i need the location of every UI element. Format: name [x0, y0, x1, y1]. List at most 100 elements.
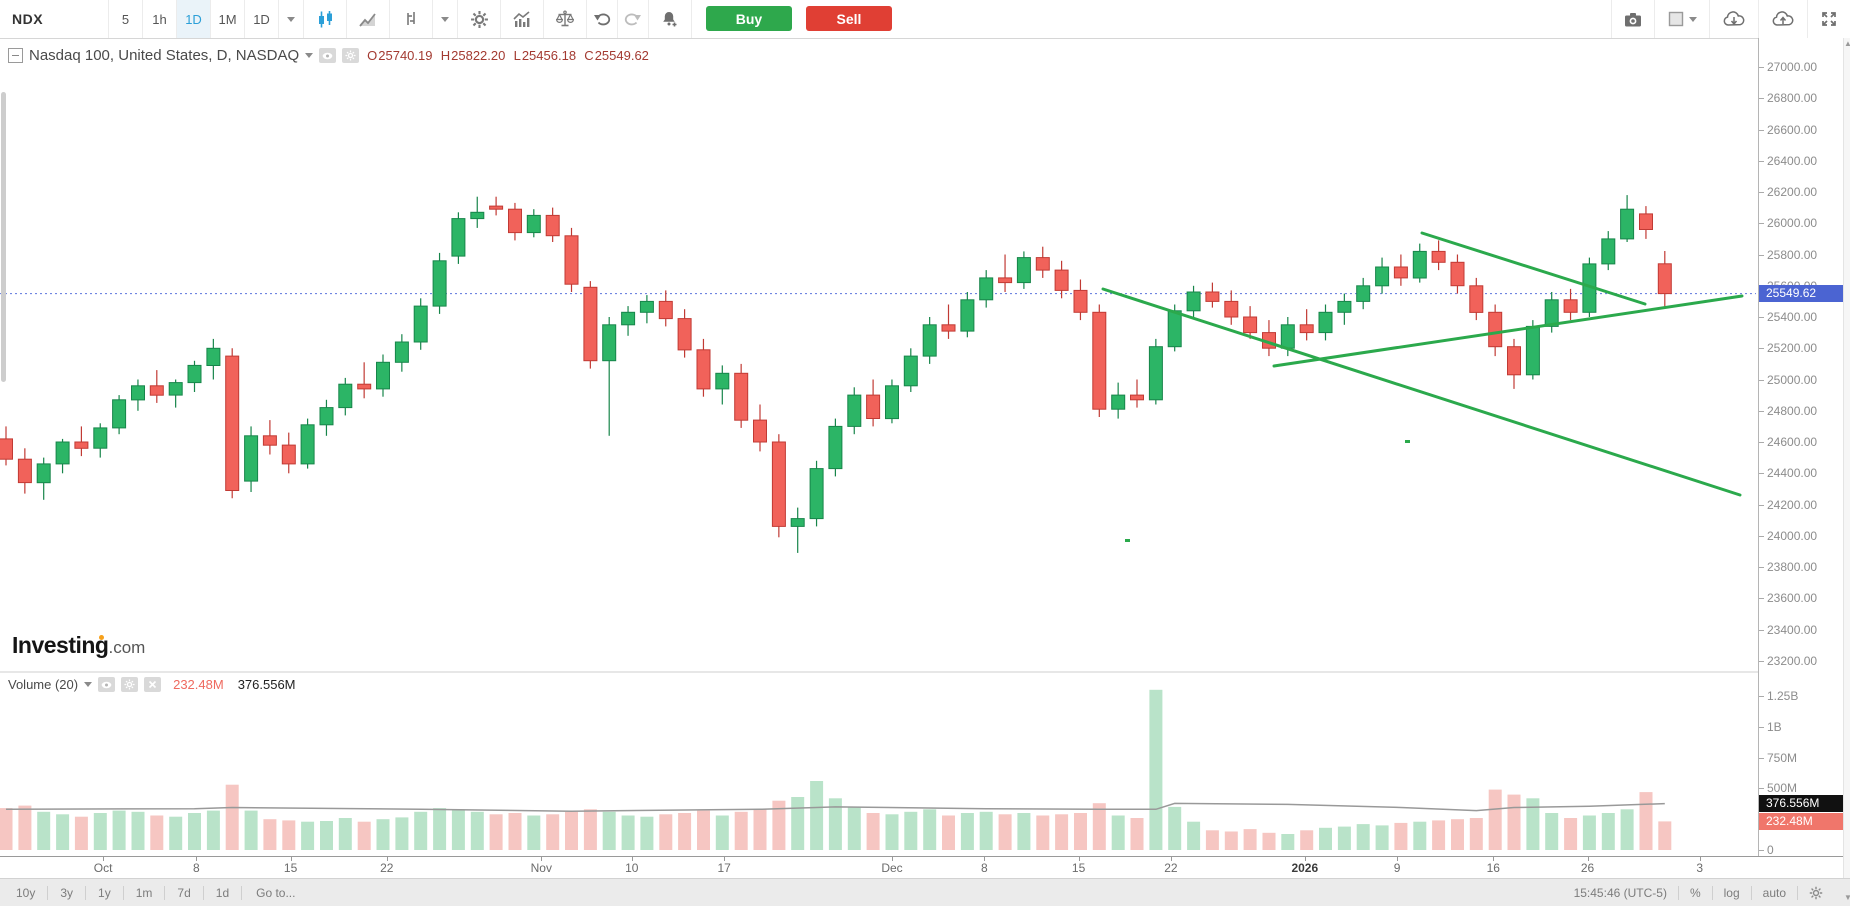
screenshot-button[interactable]	[1611, 0, 1654, 38]
layout-button[interactable]	[1654, 0, 1709, 38]
interval-dropdown-button[interactable]	[279, 0, 304, 38]
volume-bar	[395, 817, 409, 850]
drawing-dot[interactable]	[1405, 440, 1410, 443]
axis-tick	[1759, 98, 1764, 100]
volume-bar	[56, 814, 70, 850]
visibility-toggle-button[interactable]	[98, 677, 116, 692]
indicator-settings-button[interactable]	[121, 677, 139, 692]
candle	[922, 324, 937, 357]
range-button-1m[interactable]: 1m	[124, 885, 166, 900]
current-price-axis-label: 25549.62	[1759, 285, 1843, 303]
range-button-1d[interactable]: 1d	[204, 885, 243, 900]
collapse-pane-button[interactable]	[8, 48, 23, 63]
range-button-10y[interactable]: 10y	[4, 885, 49, 900]
candle	[847, 394, 862, 427]
chart-style-candles-button[interactable]	[304, 0, 347, 38]
candle	[508, 208, 522, 234]
volume-bar	[678, 813, 692, 850]
trendline[interactable]	[1101, 287, 1742, 497]
axis-tick	[1759, 535, 1764, 537]
candle	[809, 468, 824, 520]
sell-button[interactable]: Sell	[806, 6, 892, 31]
chevron-down-icon[interactable]	[305, 53, 314, 58]
range-button-7d[interactable]: 7d	[165, 885, 204, 900]
volume-bar	[93, 813, 107, 850]
drawing-dot[interactable]	[1125, 539, 1130, 542]
interval-button-1D-2[interactable]: 1D	[177, 0, 211, 38]
symbol-input[interactable]: NDX	[0, 0, 109, 38]
investing-logo: Investing.com	[12, 632, 145, 659]
interval-button-5-0[interactable]: 5	[109, 0, 143, 38]
volume-bar	[451, 809, 465, 850]
volume-bar	[546, 814, 560, 850]
vertical-scrollbar[interactable]	[1843, 38, 1850, 878]
auto-scale-button[interactable]: auto	[1750, 885, 1797, 900]
trendline[interactable]	[1420, 231, 1647, 306]
interval-button-1D-4[interactable]: 1D	[245, 0, 279, 38]
candle	[1469, 285, 1484, 313]
candle	[36, 463, 51, 484]
interval-button-1h-1[interactable]: 1h	[143, 0, 177, 38]
percent-scale-button[interactable]: %	[1677, 885, 1712, 900]
alert-button[interactable]	[649, 0, 692, 38]
volume-indicator-title[interactable]: Volume (20)	[8, 677, 79, 692]
load-chart-button[interactable]	[1709, 0, 1758, 38]
interval-button-group: 5 1h 1D 1M 1D	[109, 0, 279, 38]
trendline[interactable]	[1272, 294, 1744, 368]
candle	[451, 218, 466, 257]
save-chart-button[interactable]	[1758, 0, 1807, 38]
range-button-1y[interactable]: 1y	[86, 885, 124, 900]
price-axis-label: 26000.00	[1767, 216, 1818, 231]
volume-bar	[1017, 813, 1031, 850]
undo-button[interactable]	[587, 0, 618, 38]
volume-bar	[131, 811, 145, 850]
volume-bar	[414, 811, 428, 850]
volume-bar	[583, 809, 597, 850]
candle	[564, 235, 579, 285]
series-settings-button[interactable]	[342, 48, 360, 63]
chevron-down-icon	[1688, 16, 1697, 22]
visibility-toggle-button[interactable]	[319, 48, 337, 63]
log-scale-button[interactable]: log	[1711, 885, 1751, 900]
chart-style-line-button[interactable]	[347, 0, 390, 38]
buy-button[interactable]: Buy	[706, 6, 792, 31]
axis-settings-button[interactable]	[1797, 885, 1834, 900]
fullscreen-button[interactable]	[1807, 0, 1850, 38]
volume-bar	[527, 815, 541, 850]
indicators-button[interactable]	[501, 0, 544, 38]
compare-button[interactable]	[544, 0, 587, 38]
volume-bar	[1036, 815, 1050, 850]
interval-button-1M-3[interactable]: 1M	[211, 0, 245, 38]
volume-bar	[942, 815, 955, 850]
price-axis[interactable]: 27000.00 26800.00 26600.00 26400.00 26200.00…	[1758, 38, 1844, 878]
camera-icon	[1623, 11, 1643, 28]
chevron-down-icon[interactable]	[84, 682, 93, 687]
instrument-title[interactable]: Nasdaq 100, United States, D, NASDAQ	[29, 47, 300, 64]
candle	[319, 407, 334, 426]
chart-settings-button[interactable]	[458, 0, 501, 38]
volume-bar	[1582, 815, 1596, 850]
instrument-legend: Nasdaq 100, United States, D, NASDAQ O25…	[8, 47, 650, 64]
undo-icon	[593, 11, 611, 27]
time-axis[interactable]: Oct 8 15 22 Nov 10 17 Dec 8 15 22 2026 9 16 26 3	[0, 856, 1850, 879]
goto-button[interactable]: Go to...	[256, 885, 296, 900]
chart-style-bars-button[interactable]	[390, 0, 433, 38]
candle	[1243, 316, 1258, 334]
indicators-icon	[512, 10, 532, 28]
volume-bar	[1262, 832, 1276, 850]
remove-indicator-button[interactable]	[144, 677, 162, 692]
scroll-up-icon[interactable]: ▲	[1844, 39, 1850, 48]
time-axis-label: Nov	[530, 861, 552, 875]
range-button-3y[interactable]: 3y	[48, 885, 87, 900]
chart-canvas[interactable]	[0, 38, 1758, 856]
chart-style-dropdown-button[interactable]	[433, 0, 458, 38]
axis-tick	[1759, 726, 1764, 728]
axis-tick	[1170, 857, 1172, 861]
scroll-down-icon[interactable]: ▼	[1844, 893, 1850, 902]
candle	[1111, 394, 1126, 410]
volume-bar	[1601, 813, 1615, 850]
redo-button[interactable]	[618, 0, 649, 38]
scrollbar-thumb[interactable]	[1, 92, 6, 382]
clock-label: 15:45:46 (UTC-5)	[1573, 885, 1667, 900]
candlestick-icon	[316, 10, 335, 29]
